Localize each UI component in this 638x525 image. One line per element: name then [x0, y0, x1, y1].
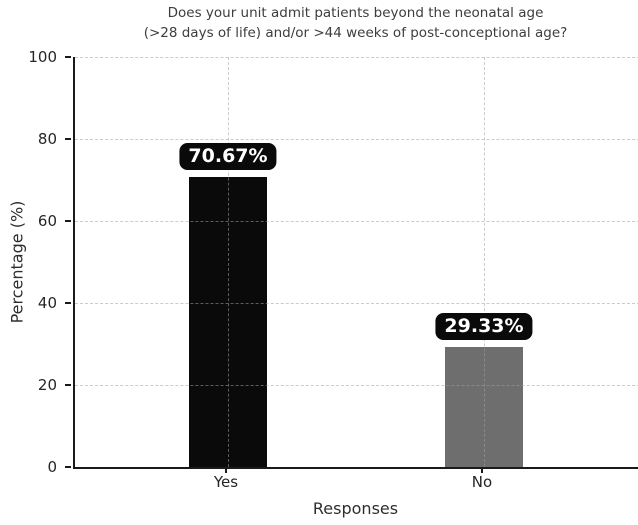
y-tick-label-100: 100	[28, 48, 57, 66]
y-tick-mark-80	[65, 138, 71, 140]
h-gridline-80	[75, 139, 638, 140]
chart-title-line2: (>28 days of life) and/or >44 weeks of p…	[143, 24, 568, 41]
value-label-no: 29.33%	[435, 313, 533, 340]
v-gridline-no	[483, 57, 485, 467]
chart-title-line1: Does your unit admit patients beyond the…	[167, 5, 544, 21]
x-tick-mark-yes	[225, 469, 227, 473]
chart-title: Does your unit admit patients beyond the…	[73, 4, 638, 43]
x-tick-label-yes: Yes	[213, 473, 239, 491]
y-tick-mark-100	[65, 56, 71, 58]
y-tick-label-40: 40	[37, 294, 57, 312]
y-tick-label-0: 0	[47, 458, 57, 476]
h-gridline-100	[75, 57, 638, 58]
v-gridline-yes	[227, 57, 229, 467]
x-axis-label: Responses	[312, 499, 399, 518]
h-gridline-40	[75, 303, 638, 304]
x-tick-mark-no	[481, 469, 483, 473]
y-tick-mark-0	[65, 466, 71, 468]
y-tick-mark-40	[65, 302, 71, 304]
y-tick-label-20: 20	[37, 376, 57, 394]
y-tick-label-60: 60	[37, 212, 57, 230]
value-label-yes: 70.67%	[179, 143, 277, 170]
plot-area: 70.67% 29.33%	[73, 57, 638, 469]
y-tick-label-80: 80	[37, 130, 57, 148]
y-tick-mark-60	[65, 220, 71, 222]
y-tick-mark-20	[65, 384, 71, 386]
h-gridline-20	[75, 385, 638, 386]
x-tick-label-no: No	[471, 473, 493, 491]
h-gridline-60	[75, 221, 638, 222]
